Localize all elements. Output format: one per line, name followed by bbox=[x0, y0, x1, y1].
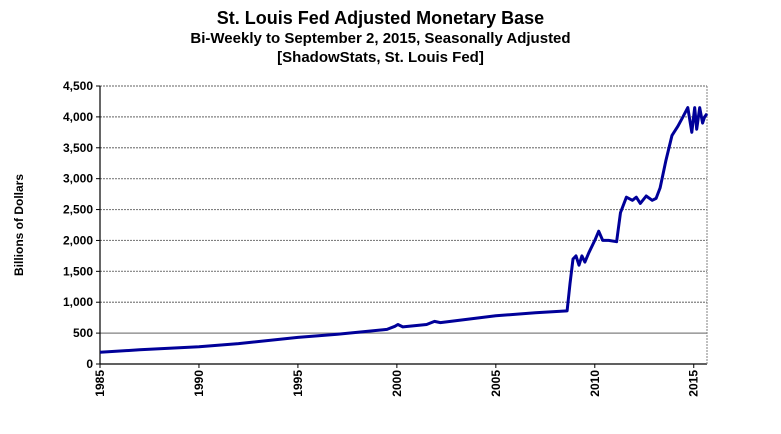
series-line bbox=[99, 106, 709, 354]
y-tick-label: 500 bbox=[73, 326, 93, 340]
y-tick-label: 3,000 bbox=[63, 172, 93, 186]
x-tick-label: 2010 bbox=[588, 370, 602, 397]
y-tick-label: 4,000 bbox=[63, 110, 93, 124]
y-tick-label: 1,000 bbox=[63, 295, 93, 309]
chart-subtitle: Bi-Weekly to September 2, 2015, Seasonal… bbox=[190, 30, 571, 47]
y-tick-label: 2,000 bbox=[63, 233, 93, 247]
y-tick-label: 4,500 bbox=[63, 79, 93, 93]
chart-title: St. Louis Fed Adjusted Monetary Base bbox=[216, 8, 545, 28]
x-tick-label: 1990 bbox=[192, 370, 206, 397]
x-tick-label: 2015 bbox=[687, 370, 701, 397]
y-tick-label: 0 bbox=[86, 357, 93, 371]
chart-source: [ShadowStats, St. Louis Fed] bbox=[277, 49, 484, 66]
x-tick-label: 1995 bbox=[291, 370, 305, 397]
y-tick-label: 3,500 bbox=[63, 141, 93, 155]
x-tick-label: 2005 bbox=[489, 370, 503, 397]
y-tick-label: 1,500 bbox=[63, 264, 93, 278]
y-axis-label: Billions of Dollars bbox=[12, 174, 26, 276]
x-tick-label: 2000 bbox=[390, 370, 404, 397]
y-tick-label: 2,500 bbox=[63, 203, 93, 217]
x-tick-label: 1985 bbox=[93, 370, 107, 397]
